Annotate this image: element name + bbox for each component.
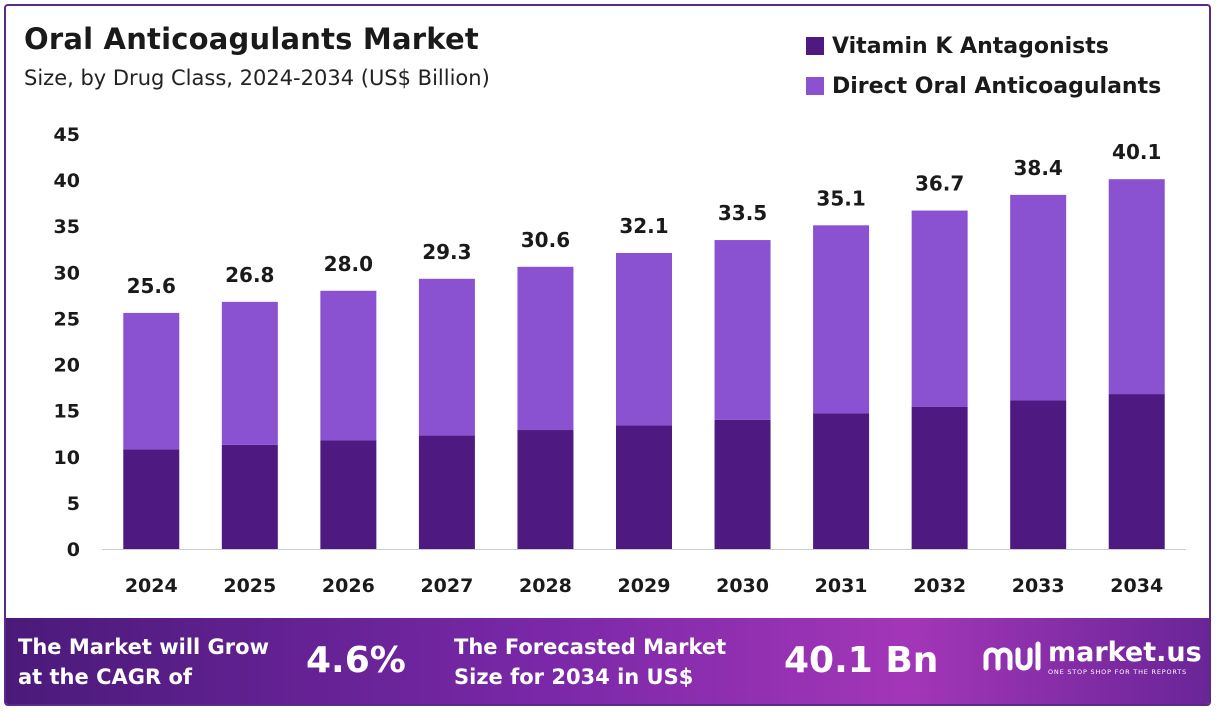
bar-doac-2029 bbox=[616, 252, 672, 426]
y-tick-label-40: 40 bbox=[54, 170, 80, 192]
cagr-text: The Market will Grow at the CAGR of bbox=[18, 632, 269, 692]
y-tick-label-15: 15 bbox=[54, 401, 80, 423]
legend-swatch-vitamin-k bbox=[806, 37, 824, 55]
total-label-2024: 25.6 bbox=[127, 274, 176, 298]
bar-doac-2027 bbox=[418, 278, 475, 436]
x-tick-label-2033: 2033 bbox=[1012, 575, 1065, 597]
bar-vitamin-k-2029 bbox=[616, 425, 672, 549]
y-tick-label-10: 10 bbox=[54, 447, 80, 469]
bar-chart: 05101520253035404525.6202426.8202528.020… bbox=[54, 124, 1186, 597]
y-tick-label-45: 45 bbox=[54, 124, 80, 146]
bar-doac-2033 bbox=[1010, 194, 1067, 401]
forecast-line-2: Size for 2034 in US$ bbox=[454, 665, 694, 689]
total-label-2032: 36.7 bbox=[915, 172, 964, 196]
bar-vitamin-k-2034 bbox=[1108, 394, 1165, 549]
total-label-2034: 40.1 bbox=[1112, 140, 1161, 164]
legend-label-doac: Direct Oral Anticoagulants bbox=[832, 73, 1162, 99]
y-tick-label-25: 25 bbox=[54, 308, 80, 330]
x-tick-label-2031: 2031 bbox=[815, 575, 868, 597]
total-label-2030: 33.5 bbox=[718, 201, 767, 225]
forecast-value: 40.1 Bn bbox=[784, 640, 939, 681]
brand-name: market.us bbox=[1048, 637, 1202, 668]
brand-tagline: ONE STOP SHOP FOR THE REPORTS bbox=[1048, 668, 1187, 676]
total-label-2033: 38.4 bbox=[1014, 156, 1063, 180]
bar-doac-2028 bbox=[517, 266, 574, 431]
bar-vitamin-k-2032 bbox=[911, 406, 968, 549]
total-label-2027: 29.3 bbox=[422, 240, 471, 264]
y-tick-label-35: 35 bbox=[54, 216, 80, 238]
x-tick-label-2032: 2032 bbox=[913, 575, 966, 597]
bar-doac-2025 bbox=[221, 301, 278, 445]
bar-vitamin-k-2030 bbox=[714, 419, 771, 549]
chart-title: Oral Anticoagulants Market bbox=[24, 22, 479, 56]
x-tick-label-2030: 2030 bbox=[716, 575, 769, 597]
legend: Vitamin K Antagonists Direct Oral Antico… bbox=[806, 26, 1161, 106]
x-tick-label-2024: 2024 bbox=[125, 575, 178, 597]
x-tick-label-2034: 2034 bbox=[1110, 575, 1163, 597]
legend-item-doac: Direct Oral Anticoagulants bbox=[806, 66, 1161, 106]
bar-vitamin-k-2027 bbox=[418, 435, 475, 549]
y-tick-label-0: 0 bbox=[67, 539, 80, 561]
footer-banner: The Market will Grow at the CAGR of 4.6%… bbox=[6, 618, 1209, 704]
legend-item-vitamin-k: Vitamin K Antagonists bbox=[806, 26, 1161, 66]
brand-logo: market.us ONE STOP SHOP FOR THE REPORTS bbox=[982, 638, 1202, 678]
x-tick-label-2029: 2029 bbox=[618, 575, 671, 597]
bar-vitamin-k-2025 bbox=[221, 444, 278, 549]
y-tick-label-5: 5 bbox=[67, 493, 80, 515]
x-tick-label-2026: 2026 bbox=[322, 575, 375, 597]
cagr-line-2: at the CAGR of bbox=[18, 665, 193, 689]
chart-frame: Oral Anticoagulants Market Size, by Drug… bbox=[4, 4, 1211, 706]
total-label-2029: 32.1 bbox=[619, 214, 668, 238]
forecast-line-1: The Forecasted Market bbox=[454, 635, 727, 659]
bar-doac-2031 bbox=[813, 225, 870, 414]
legend-label-vitamin-k: Vitamin K Antagonists bbox=[832, 33, 1109, 59]
bar-doac-2026 bbox=[320, 290, 377, 441]
x-tick-label-2025: 2025 bbox=[223, 575, 276, 597]
total-label-2025: 26.8 bbox=[225, 263, 274, 287]
bar-vitamin-k-2031 bbox=[813, 413, 870, 549]
bar-vitamin-k-2028 bbox=[517, 430, 574, 549]
total-label-2031: 35.1 bbox=[816, 186, 865, 210]
cagr-value: 4.6% bbox=[306, 640, 406, 681]
x-tick-label-2027: 2027 bbox=[420, 575, 473, 597]
bar-vitamin-k-2033 bbox=[1010, 400, 1067, 549]
legend-swatch-doac bbox=[806, 77, 824, 95]
chart-subtitle: Size, by Drug Class, 2024-2034 (US$ Bill… bbox=[24, 66, 490, 90]
total-label-2026: 28.0 bbox=[324, 252, 373, 276]
forecast-text: The Forecasted Market Size for 2034 in U… bbox=[454, 632, 726, 692]
cagr-line-1: The Market will Grow bbox=[18, 635, 269, 659]
bar-doac-2030 bbox=[714, 240, 771, 420]
total-label-2028: 30.6 bbox=[521, 228, 570, 252]
bar-doac-2024 bbox=[123, 312, 180, 450]
brand-text: market.us ONE STOP SHOP FOR THE REPORTS bbox=[1048, 639, 1202, 677]
y-tick-label-20: 20 bbox=[54, 355, 80, 377]
bar-vitamin-k-2026 bbox=[320, 440, 377, 549]
y-tick-label-30: 30 bbox=[54, 262, 80, 284]
bar-vitamin-k-2024 bbox=[123, 449, 180, 549]
x-tick-label-2028: 2028 bbox=[519, 575, 572, 597]
bar-doac-2032 bbox=[911, 210, 968, 407]
bar-doac-2034 bbox=[1108, 179, 1165, 395]
market-us-logo-icon bbox=[983, 641, 1041, 671]
